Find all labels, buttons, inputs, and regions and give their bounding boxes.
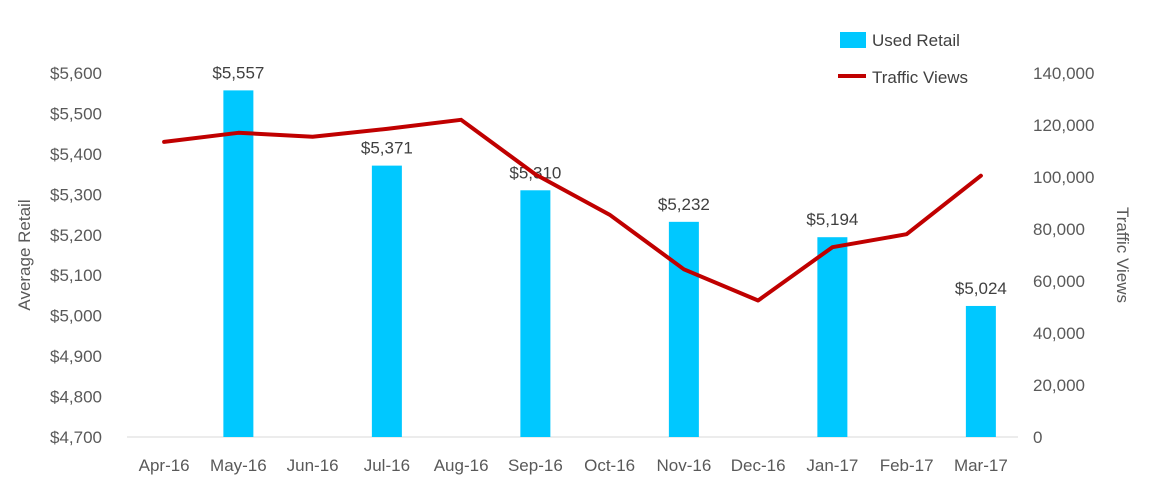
bar-data-label: $5,557 [212,63,264,82]
y-tick-label: $4,800 [50,388,102,407]
y-tick-label: $4,700 [50,428,102,447]
y2-tick-label: 0 [1033,428,1042,447]
legend-label-used-retail: Used Retail [872,31,960,50]
x-tick-label: Mar-17 [954,456,1008,475]
legend-swatch-used-retail [840,32,866,48]
y-tick-label: $5,400 [50,145,102,164]
bar-data-label: $5,232 [658,195,710,214]
y-tick-label: $5,600 [50,64,102,83]
y2-tick-label: 40,000 [1033,324,1085,343]
bar [966,306,996,437]
bar [669,222,699,437]
bar-data-label: $5,194 [806,210,858,229]
x-tick-label: Jul-16 [364,456,410,475]
y2-axis-title: Traffic Views [1113,207,1132,303]
x-tick-label: Aug-16 [434,456,489,475]
x-tick-label: May-16 [210,456,267,475]
y-tick-label: $4,900 [50,347,102,366]
y2-tick-label: 120,000 [1033,116,1094,135]
y-tick-label: $5,200 [50,226,102,245]
y-tick-label: $5,100 [50,266,102,285]
y2-tick-label: 20,000 [1033,376,1085,395]
y2-tick-label: 80,000 [1033,220,1085,239]
bar [520,190,550,437]
y-tick-label: $5,000 [50,307,102,326]
x-tick-label: Jan-17 [806,456,858,475]
legend-label-traffic-views: Traffic Views [872,68,968,87]
x-tick-label: Dec-16 [731,456,786,475]
x-tick-label: Oct-16 [584,456,635,475]
y2-tick-label: 60,000 [1033,272,1085,291]
y-tick-label: $5,300 [50,185,102,204]
x-tick-label: Apr-16 [139,456,190,475]
x-tick-label: Jun-16 [287,456,339,475]
y-axis-title: Average Retail [15,199,34,310]
x-tick-label: Sep-16 [508,456,563,475]
traffic-views-line [164,120,981,301]
bar [817,237,847,437]
bar-data-label: $5,024 [955,279,1007,298]
x-tick-label: Feb-17 [880,456,934,475]
y-tick-label: $5,500 [50,104,102,123]
bar-data-label: $5,371 [361,139,413,158]
y2-tick-label: 100,000 [1033,168,1094,187]
y2-tick-label: 140,000 [1033,64,1094,83]
bar [223,90,253,437]
x-tick-label: Nov-16 [656,456,711,475]
bar [372,166,402,437]
